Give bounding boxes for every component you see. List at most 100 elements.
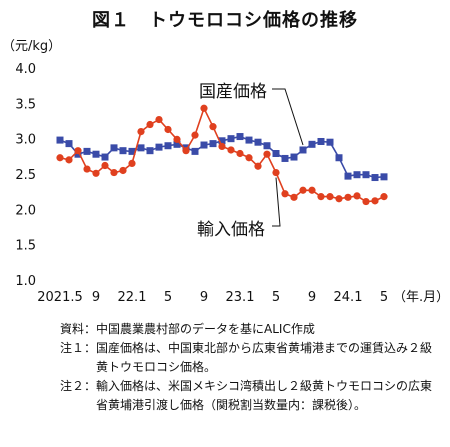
data-point bbox=[344, 172, 352, 180]
series-label-domestic: 国産価格 bbox=[199, 82, 267, 102]
note-source-text: 中国農業農村部のデータを基にALIC作成 bbox=[96, 322, 315, 336]
note-2: 注２： 輸入価格は、米国メキシコ湾積出し２級黄トウモロコシの広東省黄埔港引渡し価… bbox=[60, 377, 440, 415]
data-point bbox=[83, 165, 91, 173]
y-tick-label: 3.0 bbox=[15, 133, 36, 148]
x-axis-unit-label: （年.月） bbox=[393, 290, 449, 305]
leader-line-domestic bbox=[272, 88, 304, 146]
data-point bbox=[56, 136, 64, 144]
note-1-text: 国産価格は、中国東北部から広東省黄埔港までの運賃込み２級黄トウモロコシ価格。 bbox=[96, 341, 433, 374]
data-point bbox=[65, 140, 73, 148]
data-point bbox=[191, 147, 199, 155]
note-source-tag: 資料： bbox=[60, 322, 97, 336]
y-tick-label: 2.5 bbox=[15, 168, 36, 183]
data-point bbox=[326, 138, 334, 146]
data-point bbox=[119, 166, 127, 175]
data-point bbox=[110, 168, 118, 177]
note-2-tag: 注２： bbox=[60, 379, 97, 393]
data-point bbox=[209, 123, 217, 131]
data-point bbox=[299, 186, 307, 194]
data-point bbox=[173, 140, 181, 148]
data-point bbox=[137, 144, 145, 152]
x-tick-label: 9 bbox=[308, 290, 316, 305]
data-point bbox=[128, 159, 136, 167]
data-point bbox=[254, 162, 262, 170]
series-label-import: 輸入価格 bbox=[197, 220, 265, 240]
data-point bbox=[335, 154, 343, 162]
data-point bbox=[119, 147, 127, 155]
data-point bbox=[380, 193, 388, 201]
note-2-text: 輸入価格は、米国メキシコ湾積出し２級黄トウモロコシの広東省黄埔港引渡し価格（関税… bbox=[96, 379, 433, 412]
data-point bbox=[362, 197, 370, 206]
data-point bbox=[65, 156, 73, 164]
data-point bbox=[290, 153, 298, 161]
series-domestic bbox=[56, 133, 388, 182]
data-point bbox=[344, 193, 352, 201]
data-point bbox=[209, 140, 217, 148]
data-point bbox=[146, 147, 154, 155]
data-point bbox=[353, 171, 361, 179]
data-point bbox=[155, 115, 163, 124]
data-point bbox=[317, 193, 325, 201]
y-axis-unit-label: （元/kg） bbox=[2, 39, 61, 54]
data-point bbox=[272, 150, 280, 158]
note-source: 資料： 中国農業農村部のデータを基にALIC作成 bbox=[60, 320, 440, 339]
leader-line-import bbox=[272, 177, 281, 227]
data-point bbox=[263, 150, 271, 158]
x-tick-label: 9 bbox=[200, 290, 208, 305]
data-point bbox=[290, 193, 298, 201]
data-point bbox=[308, 186, 316, 194]
data-point bbox=[200, 141, 208, 149]
data-point bbox=[245, 136, 253, 144]
x-tick-label: 2021.5 bbox=[37, 290, 83, 305]
data-point bbox=[371, 197, 379, 205]
data-point bbox=[236, 149, 244, 158]
data-point bbox=[272, 168, 280, 177]
x-tick-label: 24.1 bbox=[334, 290, 363, 305]
data-point bbox=[173, 135, 181, 143]
data-point bbox=[218, 137, 226, 145]
data-point bbox=[200, 104, 208, 112]
notes: 資料： 中国農業農村部のデータを基にALIC作成 注１： 国産価格は、中国東北部… bbox=[60, 320, 440, 415]
data-point bbox=[254, 138, 262, 146]
data-point bbox=[92, 169, 100, 177]
data-point bbox=[380, 173, 388, 181]
x-tick-label: 5 bbox=[164, 290, 172, 305]
note-1-tag: 注１： bbox=[60, 341, 97, 355]
data-point bbox=[263, 142, 271, 150]
y-tick-label: 1.0 bbox=[15, 274, 36, 289]
data-point bbox=[155, 143, 163, 151]
y-tick-label: 1.5 bbox=[15, 239, 36, 254]
x-tick-label: 9 bbox=[92, 290, 100, 305]
data-point bbox=[281, 154, 289, 162]
data-point bbox=[362, 171, 370, 179]
note-1: 注１： 国産価格は、中国東北部から広東省黄埔港までの運賃込み２級黄トウモロコシ価… bbox=[60, 339, 440, 377]
data-point bbox=[110, 144, 118, 152]
data-point bbox=[128, 147, 136, 155]
data-point bbox=[83, 147, 91, 155]
data-point bbox=[191, 131, 199, 139]
data-point bbox=[182, 147, 190, 155]
data-point bbox=[371, 174, 379, 182]
series-layer bbox=[56, 104, 388, 206]
data-point bbox=[299, 146, 307, 154]
x-axis: 2021.5 9 22.1 5 9 23.1 5 9 24.1 5 bbox=[37, 290, 388, 305]
data-point bbox=[146, 120, 154, 129]
y-tick-label: 3.5 bbox=[15, 97, 36, 112]
data-point bbox=[74, 147, 82, 155]
data-point bbox=[101, 161, 109, 170]
data-point bbox=[56, 154, 64, 162]
y-axis: 1.0 1.5 2.0 2.5 3.0 3.5 4.0 bbox=[15, 62, 36, 289]
data-point bbox=[236, 133, 244, 141]
data-point bbox=[281, 190, 289, 198]
data-point bbox=[353, 192, 361, 200]
data-point bbox=[164, 125, 172, 134]
data-point bbox=[218, 142, 226, 151]
y-tick-label: 4.0 bbox=[15, 62, 36, 77]
data-point bbox=[245, 154, 253, 162]
x-tick-label: 23.1 bbox=[226, 290, 255, 305]
data-point bbox=[92, 150, 100, 158]
x-tick-label: 22.1 bbox=[118, 290, 147, 305]
data-point bbox=[326, 193, 334, 201]
